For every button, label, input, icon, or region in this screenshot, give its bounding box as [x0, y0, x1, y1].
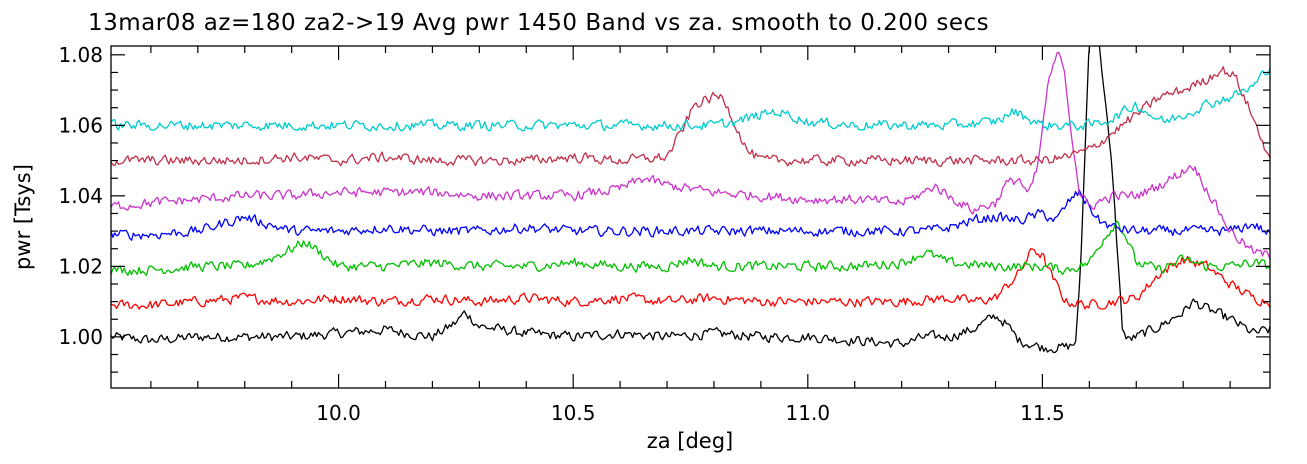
plot-frame — [110, 45, 1271, 389]
series-layer — [111, 46, 1270, 354]
x-tick-label: 11.5 — [1020, 401, 1065, 425]
x-axis-label: za [deg] — [647, 429, 734, 453]
series-line-3 — [111, 220, 1270, 277]
series-line-2 — [111, 248, 1270, 310]
series-line-7 — [111, 67, 1270, 132]
y-tick-label: 1.00 — [58, 325, 103, 349]
series-line-1 — [111, 46, 1270, 354]
x-tick-label: 10.0 — [316, 401, 361, 425]
y-tick-label: 1.06 — [58, 113, 103, 137]
y-tick-label: 1.08 — [58, 43, 103, 67]
y-axis-label: pwr [Tsys] — [11, 164, 35, 270]
y-tick-label: 1.02 — [58, 254, 103, 278]
y-tick-label: 1.04 — [58, 184, 103, 208]
tick-labels: 10.0 10.5 11.0 11.5 1.00 1.02 1.04 1.06 1.08 — [58, 43, 1064, 425]
series-line-4 — [111, 189, 1270, 241]
series-line-6 — [111, 66, 1270, 168]
series-line-5 — [111, 51, 1270, 260]
ticks-layer — [111, 46, 1270, 388]
chart-title: 13mar08 az=180 za2->19 Avg pwr 1450 Band… — [88, 10, 989, 36]
plot-area: 10.0 10.5 11.0 11.5 1.00 1.02 1.04 1.06 1.08 — [58, 43, 1271, 425]
x-tick-label: 11.0 — [786, 401, 831, 425]
x-tick-label: 10.5 — [551, 401, 596, 425]
